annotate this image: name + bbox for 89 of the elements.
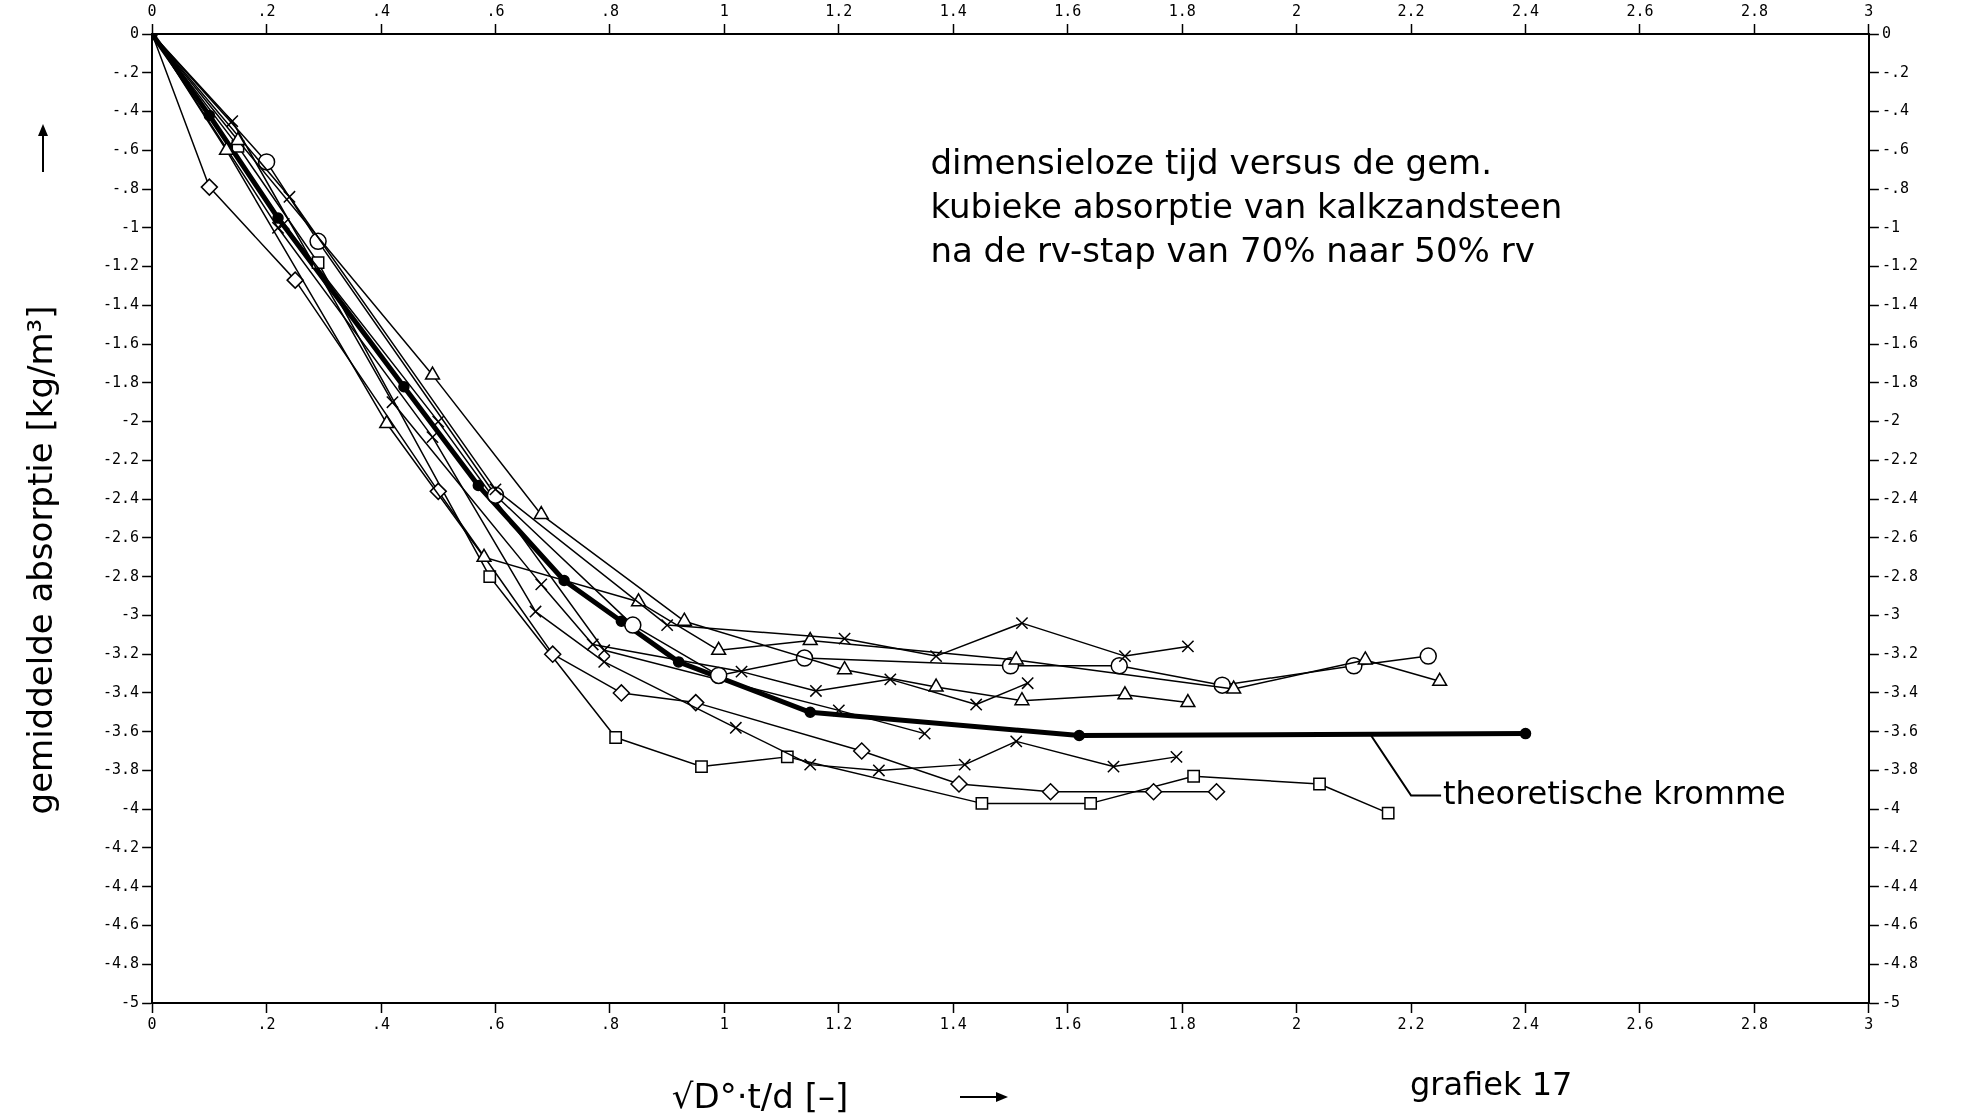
y-tick-label: -2.4 [103, 489, 140, 508]
y-tick-label: -3 [121, 605, 140, 624]
y-tick-label: 0 [130, 23, 140, 42]
x2-tick-label: 3 [1864, 1, 1874, 20]
y2-tick-label: -2 [1881, 411, 1900, 430]
x-tick-label: 2.2 [1397, 1014, 1425, 1033]
y2-tick-label: -2.8 [1881, 566, 1918, 585]
y2-tick-label: -3.4 [1881, 682, 1918, 701]
y-tick-label: -.8 [112, 178, 140, 197]
x-tick-label: 3 [1864, 1014, 1874, 1033]
x-tick-label: 1.8 [1168, 1014, 1196, 1033]
x2-tick-label: 1.4 [939, 1, 967, 20]
y-axis-title: gemiddelde absorptie [kg/m³] [20, 305, 60, 815]
y-tick-label: -2 [121, 411, 140, 430]
y-tick-label: -4.6 [103, 915, 140, 934]
x-tick-label: 2.4 [1511, 1014, 1540, 1033]
y2-tick-label: -1 [1881, 217, 1900, 236]
y-tick-label: -1.4 [103, 295, 140, 314]
y-tick-label: -1.6 [103, 333, 140, 352]
x2-tick-label: .8 [600, 1, 619, 20]
x-tick-label: 1 [719, 1014, 729, 1033]
x2-tick-label: 2.6 [1626, 1, 1654, 20]
y2-tick-label: -.8 [1881, 178, 1909, 197]
y2-tick-label: 0 [1881, 23, 1891, 42]
y2-tick-label: -2.2 [1881, 450, 1918, 469]
y2-tick-label: -1.6 [1881, 333, 1918, 352]
text: dimensieloze tijd versus de gem. kubieke absorptie van kalkzandsteen na de rv-stap van 70% naar 50% rv [930, 141, 1563, 270]
y-tick-label: -2.8 [103, 566, 140, 585]
y2-tick-label: -2.6 [1881, 527, 1918, 546]
x2-tick-label: .4 [371, 1, 391, 20]
y-tick-label: -3.2 [103, 644, 140, 663]
y-tick-label: -4.2 [103, 837, 140, 856]
x-tick-label: 2.6 [1626, 1014, 1654, 1033]
x2-tick-label: 2 [1292, 1, 1302, 20]
y-tick-label: -4.8 [103, 954, 140, 973]
y2-tick-label: -1.4 [1881, 295, 1918, 314]
x-axis-title: √D°·t/d [–] [671, 1076, 849, 1116]
y-tick-label: -4.4 [103, 876, 140, 895]
y2-tick-label: -4.8 [1881, 954, 1918, 973]
x-tick-label: .2 [257, 1014, 276, 1033]
annotation: theoretische kromme [1443, 773, 1786, 812]
x2-tick-label: 2.4 [1511, 1, 1540, 20]
y2-tick-label: -1.2 [1881, 256, 1918, 275]
x-tick-label: 1.6 [1054, 1014, 1082, 1033]
x2-tick-label: 2.8 [1740, 1, 1768, 20]
x-tick-label: 2.8 [1740, 1014, 1768, 1033]
x2-tick-label: 1 [719, 1, 729, 20]
y2-tick-label: -3.6 [1881, 721, 1918, 740]
y2-tick-label: -4 [1881, 799, 1900, 818]
x2-tick-label: .2 [257, 1, 276, 20]
y2-tick-label: -3 [1881, 605, 1900, 624]
y-tick-label: -3.6 [103, 721, 140, 740]
x-tick-label: 2 [1292, 1014, 1302, 1033]
y2-tick-label: -.2 [1881, 62, 1909, 81]
x2-tick-label: 1.6 [1054, 1, 1082, 20]
y2-tick-label: -4.2 [1881, 837, 1918, 856]
y-tick-label: -3.8 [103, 760, 140, 779]
y2-tick-label: -3.2 [1881, 644, 1918, 663]
y-tick-label: -.6 [112, 140, 140, 159]
x-tick-label: 0 [147, 1014, 157, 1033]
y2-tick-label: -2.4 [1881, 489, 1918, 508]
y-tick-label: -1.8 [103, 372, 140, 391]
x-tick-label: 1.2 [825, 1014, 853, 1033]
y-tick-label: -1 [121, 217, 140, 236]
y-tick-label: -2.2 [103, 450, 140, 469]
y2-tick-label: -1.8 [1881, 372, 1918, 391]
y2-tick-label: -.4 [1881, 101, 1909, 120]
y-tick-label: -4 [121, 799, 140, 818]
y-tick-label: -5 [121, 992, 140, 1011]
y-tick-label: -3.4 [103, 682, 140, 701]
y-tick-label: -2.6 [103, 527, 140, 546]
y2-tick-label: -5 [1881, 992, 1900, 1011]
y2-tick-label: -3.8 [1881, 760, 1918, 779]
x2-tick-label: 1.8 [1168, 1, 1196, 20]
y-tick-label: -.2 [112, 62, 140, 81]
y2-tick-label: -4.6 [1881, 915, 1918, 934]
y-tick-label: -1.2 [103, 256, 140, 275]
x2-tick-label: .6 [486, 1, 505, 20]
text: grafiek 17 [1410, 1065, 1573, 1103]
y-tick-label: -.4 [112, 101, 140, 120]
x2-tick-label: 2.2 [1397, 1, 1425, 20]
y2-tick-label: -.6 [1881, 140, 1909, 159]
x-tick-label: .8 [600, 1014, 619, 1033]
y2-tick-label: -4.4 [1881, 876, 1918, 895]
x2-tick-label: 0 [147, 1, 157, 20]
x-tick-label: .4 [371, 1014, 391, 1033]
x-tick-label: .6 [486, 1014, 505, 1033]
x-tick-label: 1.4 [939, 1014, 967, 1033]
x2-tick-label: 1.2 [825, 1, 853, 20]
